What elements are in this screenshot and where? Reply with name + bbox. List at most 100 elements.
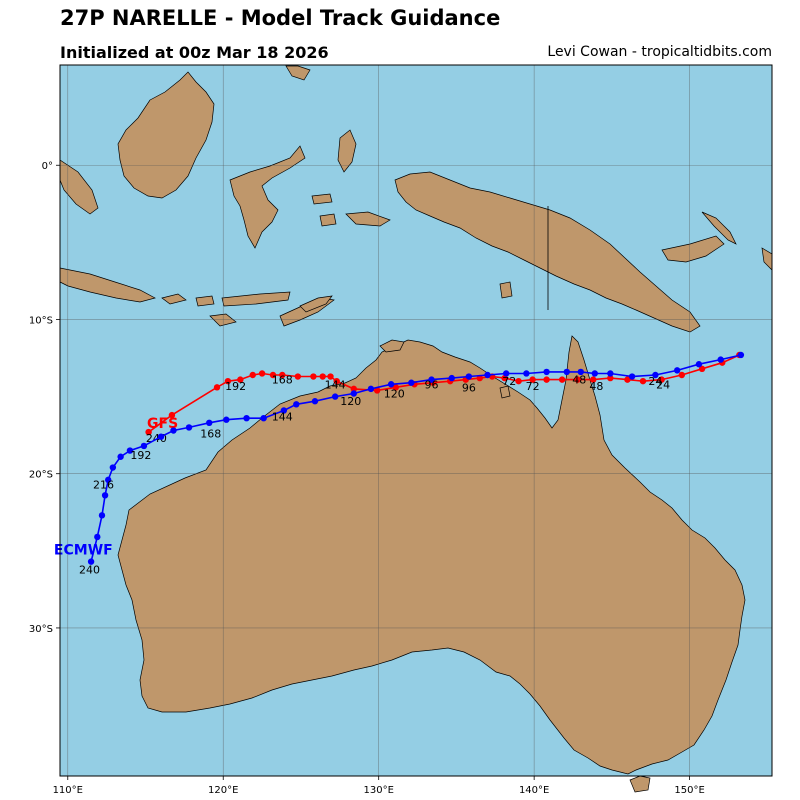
- lat-tick-label: 30°S: [29, 624, 53, 635]
- track-point: [523, 370, 530, 377]
- track-point: [279, 371, 286, 379]
- forecast-hour-label: 216: [93, 479, 114, 492]
- track-point: [695, 361, 703, 368]
- forecast-hour-label: 120: [384, 388, 405, 401]
- forecast-hour-label: 96: [425, 378, 439, 391]
- mindanao-landmass: [285, 65, 311, 81]
- track-point: [157, 433, 165, 440]
- track-point: [628, 373, 636, 380]
- melville-island: [379, 339, 405, 353]
- track-point: [249, 371, 256, 379]
- track-point: [373, 387, 381, 394]
- track-point: [392, 384, 399, 391]
- track-point: [280, 407, 288, 414]
- track-point: [223, 416, 230, 423]
- track-point: [428, 376, 435, 383]
- track-point: [529, 376, 536, 383]
- lon-tick-label: 120°E: [208, 785, 238, 796]
- lat-tick-label: 10°S: [29, 315, 53, 326]
- model-name-label: ECMWF: [54, 542, 113, 558]
- track-point: [94, 533, 101, 541]
- chart-title: 27P NARELLE - Model Track Guidance: [60, 6, 501, 30]
- track-point: [213, 384, 221, 391]
- sumatra-landmass: [59, 159, 99, 215]
- track-point: [502, 370, 510, 377]
- track-point: [331, 393, 339, 400]
- track-point: [333, 377, 340, 385]
- borneo-landmass: [117, 71, 215, 199]
- lat-tick-label: 20°S: [29, 470, 53, 481]
- forecast-hour-label: 144: [325, 378, 346, 391]
- forecast-hour-label: 120: [340, 395, 361, 408]
- track-point: [87, 558, 95, 565]
- track-point: [484, 371, 491, 379]
- forecast-hour-label: 144: [272, 411, 293, 424]
- track-point: [98, 512, 106, 519]
- track-point: [104, 476, 112, 484]
- track-point: [543, 376, 550, 383]
- track-point: [563, 368, 570, 376]
- new-britain-landmass: [661, 235, 725, 263]
- track-point: [350, 390, 358, 397]
- forecast-hour-label: 72: [526, 380, 540, 393]
- forecast-hour-label: 48: [572, 374, 586, 387]
- track-point: [639, 377, 647, 385]
- tasmania-landmass: [629, 775, 651, 793]
- track-point: [408, 379, 415, 386]
- track-point: [269, 371, 277, 379]
- map-border: [59, 64, 773, 777]
- lon-tick-label: 110°E: [53, 785, 83, 796]
- track-point: [607, 370, 614, 377]
- track-point: [258, 370, 266, 377]
- track-point: [350, 385, 358, 393]
- groote-eylandt: [499, 385, 511, 399]
- java-landmass: [59, 267, 156, 303]
- track-point: [652, 371, 659, 379]
- track-point: [717, 356, 724, 363]
- track-point: [558, 376, 566, 383]
- track-point: [673, 367, 681, 374]
- forecast-hour-label: 168: [272, 374, 293, 387]
- lon-tick-label: 150°E: [674, 785, 704, 796]
- lon-tick-label: 140°E: [519, 785, 549, 796]
- track-point: [624, 376, 631, 383]
- track-point: [311, 398, 319, 405]
- forecast-hour-label: 24: [648, 375, 662, 388]
- track-point: [101, 492, 109, 499]
- moluccas-islands: [311, 129, 391, 227]
- track-point: [658, 376, 665, 383]
- track-point: [367, 385, 375, 393]
- forecast-hour-label: 168: [200, 428, 221, 441]
- ecmwf-track: 24 48 72 96 120 144 168 192 216 240 ECMWF: [54, 351, 745, 576]
- track-point: [607, 374, 614, 382]
- track-point: [574, 376, 581, 383]
- track-point: [224, 377, 232, 385]
- axis-ticks: 110°E 120°E 130°E 140°E 150°E 0° 10°S 20°S 30°S: [29, 161, 705, 796]
- track-point: [543, 368, 550, 376]
- author-credit: Levi Cowan - tropicaltidbits.com: [547, 44, 772, 60]
- new-ireland-landmass: [701, 211, 737, 245]
- track-point: [448, 374, 455, 382]
- track-point: [206, 419, 213, 427]
- timor-landmass: [299, 295, 333, 313]
- track-point: [260, 414, 267, 422]
- track-point: [294, 373, 302, 380]
- track-point: [117, 453, 124, 460]
- aru-islands: [499, 281, 513, 299]
- track-point: [293, 401, 300, 408]
- track-point: [243, 414, 250, 422]
- track-point: [140, 442, 148, 450]
- track-point: [591, 370, 598, 377]
- lon-tick-label: 130°E: [363, 785, 393, 796]
- track-point: [678, 371, 686, 379]
- track-point: [185, 424, 193, 431]
- forecast-hour-label: 72: [502, 375, 516, 388]
- track-point: [109, 464, 117, 471]
- track-point: [237, 376, 244, 383]
- track-point: [737, 351, 745, 359]
- track-point: [170, 427, 177, 434]
- forecast-hour-label: 96: [462, 381, 476, 394]
- model-tracks: 24 48 72 96 120 144 168 192 240 GFS 24 48 72 96 120 144…: [54, 351, 745, 576]
